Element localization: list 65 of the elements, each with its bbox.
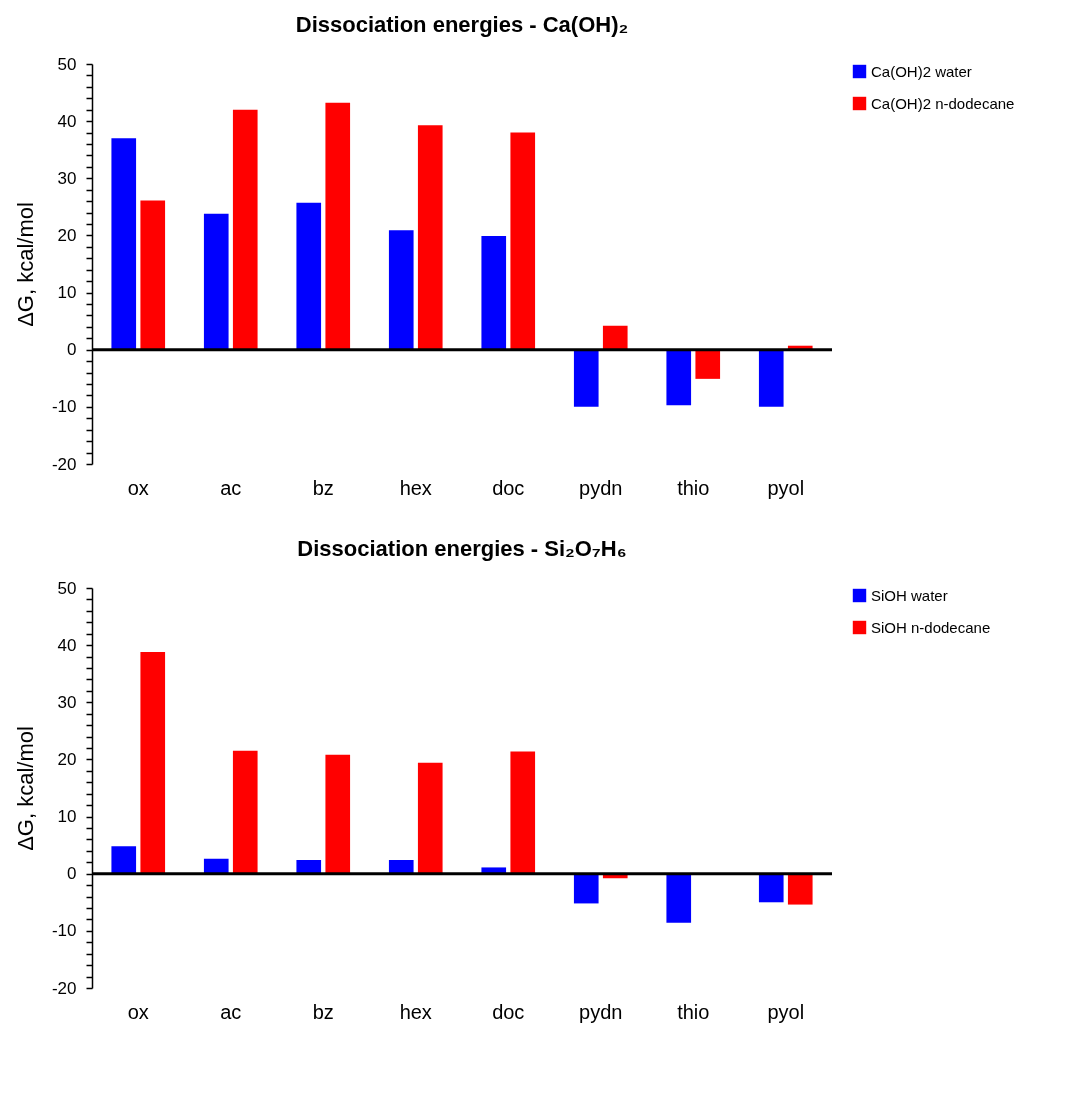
bar bbox=[787, 873, 813, 905]
bar bbox=[666, 873, 692, 923]
x-tick-label: ox bbox=[127, 476, 149, 499]
bar bbox=[481, 236, 507, 350]
x-tick-label: thio bbox=[677, 1000, 710, 1023]
bar bbox=[666, 349, 692, 406]
bar bbox=[325, 754, 351, 874]
y-tick-label: -20 bbox=[51, 978, 77, 998]
legend-label: Ca(OH)2 n-dodecane bbox=[871, 94, 1015, 112]
y-tick-label: -10 bbox=[51, 921, 77, 941]
bar bbox=[758, 349, 784, 407]
y-tick-label: 0 bbox=[67, 864, 77, 884]
y-axis-title: ΔG, kcal/mol bbox=[12, 202, 38, 327]
x-tick-label: pydn bbox=[579, 476, 623, 499]
bar bbox=[602, 325, 628, 350]
bar bbox=[140, 200, 166, 350]
y-tick-label: -20 bbox=[51, 454, 77, 474]
legend-label: SiOH n-dodecane bbox=[871, 618, 991, 636]
bar bbox=[695, 349, 721, 379]
x-tick-label: pydn bbox=[579, 1000, 623, 1023]
y-tick-label: 50 bbox=[57, 54, 77, 74]
bar bbox=[510, 132, 536, 350]
y-tick-label: 30 bbox=[57, 168, 77, 188]
bar bbox=[325, 102, 351, 350]
bar bbox=[573, 349, 599, 407]
bar bbox=[296, 202, 322, 350]
y-tick-label: 10 bbox=[57, 807, 77, 827]
y-tick-label: 0 bbox=[67, 340, 77, 360]
bar bbox=[573, 873, 599, 904]
x-tick-label: hex bbox=[399, 476, 432, 499]
chart-title: Dissociation energies - Si₂O₇H₆ bbox=[297, 536, 627, 561]
x-tick-label: pyol bbox=[767, 476, 805, 499]
y-tick-label: -10 bbox=[51, 397, 77, 417]
x-tick-label: hex bbox=[399, 1000, 432, 1023]
x-tick-label: doc bbox=[492, 1000, 525, 1023]
x-tick-label: thio bbox=[677, 476, 710, 499]
x-tick-label: ac bbox=[220, 1000, 242, 1023]
bar bbox=[388, 230, 414, 350]
y-tick-label: 30 bbox=[57, 692, 77, 712]
y-tick-label: 10 bbox=[57, 283, 77, 303]
y-tick-label: 20 bbox=[57, 749, 77, 769]
bar bbox=[140, 652, 166, 874]
legend-label: Ca(OH)2 water bbox=[871, 62, 972, 80]
x-tick-label: pyol bbox=[767, 1000, 805, 1023]
bar bbox=[111, 138, 137, 350]
x-tick-label: ac bbox=[220, 476, 242, 499]
x-tick-label: doc bbox=[492, 476, 525, 499]
y-tick-label: 20 bbox=[57, 225, 77, 245]
chart-title: Dissociation energies - Ca(OH)₂ bbox=[295, 12, 629, 37]
y-axis-title: ΔG, kcal/mol bbox=[12, 726, 38, 851]
x-tick-label: bz bbox=[312, 1000, 334, 1023]
legend-label: SiOH water bbox=[871, 586, 948, 604]
bar bbox=[232, 750, 258, 874]
x-tick-label: ox bbox=[127, 1000, 149, 1023]
y-tick-label: 50 bbox=[57, 578, 77, 598]
y-tick-label: 40 bbox=[57, 635, 77, 655]
bar bbox=[203, 213, 229, 350]
bar bbox=[417, 762, 443, 874]
bar bbox=[232, 109, 258, 350]
bar bbox=[111, 846, 137, 874]
bar bbox=[758, 873, 784, 903]
bar bbox=[417, 125, 443, 350]
bar bbox=[510, 751, 536, 874]
x-tick-label: bz bbox=[312, 476, 334, 499]
y-tick-label: 40 bbox=[57, 111, 77, 131]
